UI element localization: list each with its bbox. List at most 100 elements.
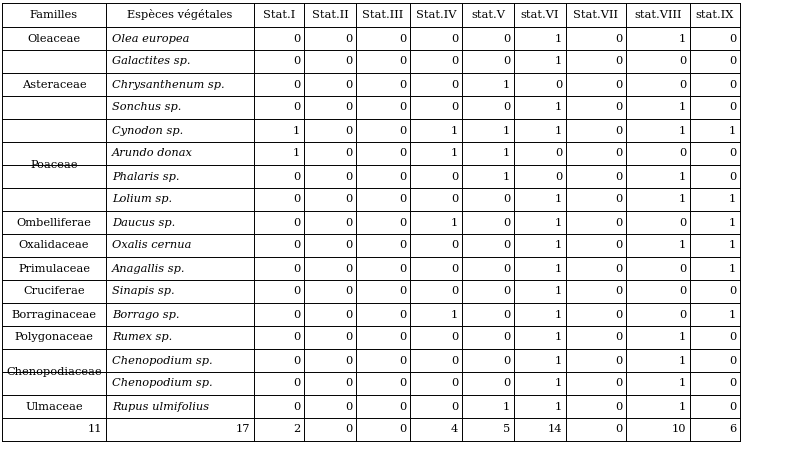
Text: Galactites sp.: Galactites sp.	[112, 57, 190, 67]
Text: 0: 0	[399, 379, 406, 388]
Text: 0: 0	[399, 194, 406, 204]
Text: 0: 0	[615, 57, 622, 67]
Text: 0: 0	[451, 79, 458, 90]
Text: 0: 0	[502, 355, 510, 365]
Text: 0: 0	[679, 218, 686, 228]
Text: 0: 0	[728, 355, 736, 365]
Text: 0: 0	[293, 402, 300, 412]
Text: 0: 0	[728, 34, 736, 43]
Text: 0: 0	[679, 149, 686, 159]
Text: Rupus ulmifolius: Rupus ulmifolius	[112, 402, 209, 412]
Text: Chenopodium sp.: Chenopodium sp.	[112, 355, 213, 365]
Text: 0: 0	[555, 79, 562, 90]
Text: 1: 1	[679, 194, 686, 204]
Text: 0: 0	[615, 171, 622, 182]
Text: 0: 0	[399, 287, 406, 296]
Text: 0: 0	[615, 241, 622, 251]
Text: 0: 0	[615, 34, 622, 43]
Text: 1: 1	[293, 126, 300, 135]
Text: 0: 0	[502, 241, 510, 251]
Text: 4: 4	[451, 424, 458, 435]
Text: 1: 1	[451, 310, 458, 320]
Text: 1: 1	[502, 402, 510, 412]
Text: 0: 0	[293, 379, 300, 388]
Text: Sinapis sp.: Sinapis sp.	[112, 287, 175, 296]
Text: 0: 0	[399, 424, 406, 435]
Text: 0: 0	[679, 287, 686, 296]
Text: 0: 0	[399, 310, 406, 320]
Text: 0: 0	[502, 102, 510, 112]
Text: 0: 0	[679, 57, 686, 67]
Text: 0: 0	[502, 218, 510, 228]
Text: 0: 0	[502, 194, 510, 204]
Text: Arundo donax: Arundo donax	[112, 149, 193, 159]
Text: 0: 0	[615, 218, 622, 228]
Text: 1: 1	[679, 171, 686, 182]
Text: Stat.IV: Stat.IV	[416, 10, 457, 20]
Text: 0: 0	[344, 126, 352, 135]
Text: 0: 0	[502, 379, 510, 388]
Text: 0: 0	[344, 171, 352, 182]
Text: Lolium sp.: Lolium sp.	[112, 194, 172, 204]
Text: 17: 17	[235, 424, 250, 435]
Text: Stat.II: Stat.II	[311, 10, 348, 20]
Text: 0: 0	[293, 194, 300, 204]
Text: 2: 2	[293, 424, 300, 435]
Text: 0: 0	[615, 310, 622, 320]
Text: 0: 0	[344, 402, 352, 412]
Text: 0: 0	[344, 194, 352, 204]
Text: 0: 0	[399, 34, 406, 43]
Text: Oleaceae: Oleaceae	[28, 34, 81, 43]
Text: 1: 1	[555, 355, 562, 365]
Text: 1: 1	[555, 194, 562, 204]
Text: 1: 1	[679, 34, 686, 43]
Text: 0: 0	[293, 310, 300, 320]
Text: 1: 1	[293, 149, 300, 159]
Text: 0: 0	[344, 287, 352, 296]
Text: 0: 0	[615, 287, 622, 296]
Text: 1: 1	[728, 263, 736, 273]
Text: 1: 1	[555, 218, 562, 228]
Text: Phalaris sp.: Phalaris sp.	[112, 171, 179, 182]
Text: Primulaceae: Primulaceae	[18, 263, 90, 273]
Text: 0: 0	[293, 241, 300, 251]
Text: Daucus sp.: Daucus sp.	[112, 218, 175, 228]
Text: 0: 0	[502, 57, 510, 67]
Text: 14: 14	[547, 424, 562, 435]
Text: Borrago sp.: Borrago sp.	[112, 310, 179, 320]
Text: 0: 0	[344, 379, 352, 388]
Text: stat.VI: stat.VI	[521, 10, 559, 20]
Text: 0: 0	[451, 332, 458, 343]
Text: Poaceae: Poaceae	[30, 160, 77, 170]
Text: 0: 0	[399, 402, 406, 412]
Text: Sonchus sp.: Sonchus sp.	[112, 102, 182, 112]
Text: 0: 0	[451, 34, 458, 43]
Text: 0: 0	[555, 149, 562, 159]
Text: Chenopodiaceae: Chenopodiaceae	[6, 367, 102, 377]
Text: 0: 0	[399, 126, 406, 135]
Text: 0: 0	[293, 171, 300, 182]
Text: 1: 1	[502, 79, 510, 90]
Text: 0: 0	[293, 332, 300, 343]
Text: 1: 1	[451, 218, 458, 228]
Text: Chrysanthenum sp.: Chrysanthenum sp.	[112, 79, 224, 90]
Text: 0: 0	[344, 149, 352, 159]
Text: Ombelliferae: Ombelliferae	[17, 218, 92, 228]
Text: 0: 0	[293, 79, 300, 90]
Text: 0: 0	[451, 171, 458, 182]
Text: 0: 0	[344, 424, 352, 435]
Text: 0: 0	[293, 34, 300, 43]
Text: 0: 0	[399, 241, 406, 251]
Text: 0: 0	[344, 57, 352, 67]
Text: 0: 0	[728, 402, 736, 412]
Text: 0: 0	[502, 34, 510, 43]
Text: Oxalis cernua: Oxalis cernua	[112, 241, 191, 251]
Text: Borraginaceae: Borraginaceae	[12, 310, 96, 320]
Text: 0: 0	[399, 102, 406, 112]
Text: 1: 1	[679, 402, 686, 412]
Text: 0: 0	[728, 332, 736, 343]
Text: 0: 0	[451, 379, 458, 388]
Text: 1: 1	[555, 126, 562, 135]
Text: 0: 0	[555, 171, 562, 182]
Text: 1: 1	[451, 149, 458, 159]
